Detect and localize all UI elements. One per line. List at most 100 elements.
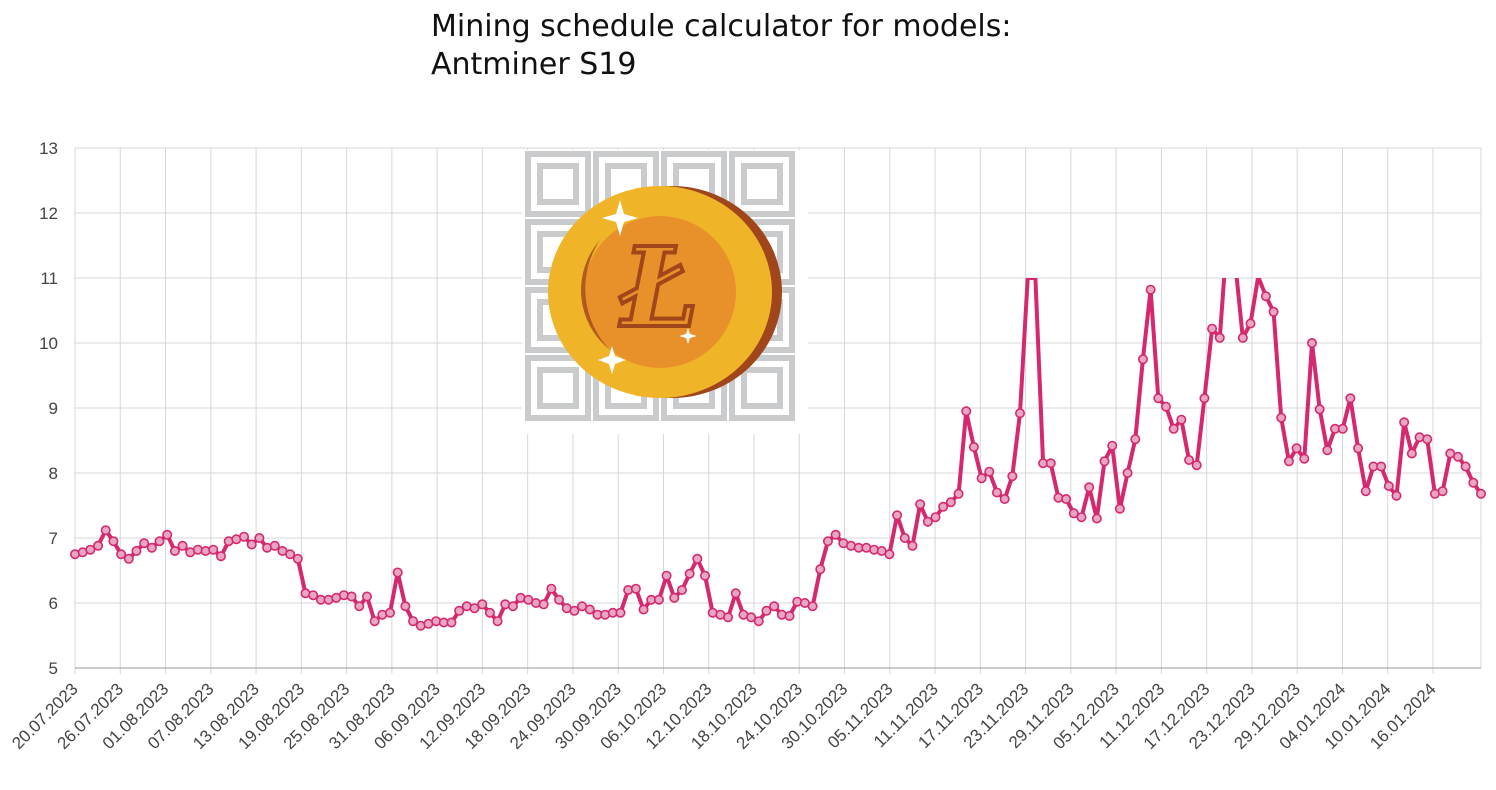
data-point (1460, 461, 1471, 472)
data-point (1399, 417, 1410, 428)
data-point (746, 612, 757, 623)
data-point (753, 616, 764, 627)
data-point (1468, 477, 1479, 488)
data-point (1168, 423, 1179, 434)
litecoin-coin-icon: Ł (548, 186, 782, 398)
data-point (177, 540, 188, 551)
data-point (308, 590, 319, 601)
data-point (961, 406, 972, 417)
pattern-tile (729, 355, 795, 421)
data-point (723, 612, 734, 623)
data-point (661, 570, 672, 581)
data-point (361, 591, 372, 602)
data-point (477, 599, 488, 610)
data-point (1360, 486, 1371, 497)
data-point (1176, 414, 1187, 425)
data-point (1260, 291, 1271, 302)
data-point (131, 545, 142, 556)
data-point (653, 594, 664, 605)
data-point (446, 617, 457, 628)
data-point (1130, 434, 1141, 445)
data-point (85, 544, 96, 555)
data-point (1145, 284, 1156, 295)
data-point (1306, 337, 1317, 348)
data-point (676, 584, 687, 595)
data-point (1191, 460, 1202, 471)
y-tick-label: 7 (49, 529, 58, 548)
data-point (484, 607, 495, 618)
data-point (669, 592, 680, 603)
data-point (684, 568, 695, 579)
data-point (1084, 482, 1095, 493)
data-point (815, 564, 826, 575)
data-point (554, 594, 565, 605)
data-point (1353, 443, 1364, 454)
data-point (1091, 513, 1102, 524)
data-point (584, 604, 595, 615)
data-point (700, 570, 711, 581)
series-layer (70, 278, 1487, 631)
data-point (1045, 458, 1056, 469)
data-point (1268, 306, 1279, 317)
data-point (1007, 471, 1018, 482)
y-tick-label: 11 (40, 269, 58, 288)
data-point (1291, 443, 1302, 454)
data-point (892, 510, 903, 521)
data-point (400, 601, 411, 612)
data-point (1099, 456, 1110, 467)
data-point (1276, 412, 1287, 423)
data-point (100, 525, 111, 536)
data-point (1245, 318, 1256, 329)
data-point (1114, 503, 1125, 514)
data-point (93, 540, 104, 551)
data-point (292, 553, 303, 564)
data-point (469, 603, 480, 614)
data-point (162, 529, 173, 540)
data-point (830, 529, 841, 540)
data-point (392, 567, 403, 578)
data-point (1391, 490, 1402, 501)
data-point (408, 616, 419, 627)
data-point (1283, 456, 1294, 467)
data-point (385, 607, 396, 618)
data-point (1153, 393, 1164, 404)
data-point (246, 539, 257, 550)
data-point (108, 536, 119, 547)
y-tick-label: 5 (49, 659, 58, 678)
data-point (784, 610, 795, 621)
data-point (507, 601, 518, 612)
data-point (1383, 480, 1394, 491)
data-point (569, 605, 580, 616)
data-point (1322, 445, 1333, 456)
data-point (1314, 404, 1325, 415)
data-point (1476, 488, 1487, 499)
data-point (1160, 401, 1171, 412)
chart-title-line-1: Mining schedule calculator for models: (431, 9, 1012, 44)
data-point (1199, 393, 1210, 404)
litecoin-symbol: Ł (619, 223, 699, 352)
data-point (1137, 354, 1148, 365)
data-point (899, 532, 910, 543)
data-point (930, 512, 941, 523)
data-point (538, 599, 549, 610)
data-point (1345, 393, 1356, 404)
data-point (822, 536, 833, 547)
data-point (1068, 508, 1079, 519)
data-point (630, 583, 641, 594)
data-point (884, 549, 895, 560)
data-point (1061, 493, 1072, 504)
data-point (638, 604, 649, 615)
y-tick-label: 9 (49, 399, 58, 418)
data-point (807, 601, 818, 612)
data-point (346, 591, 357, 602)
y-tick-label: 8 (49, 464, 58, 483)
data-point (1207, 323, 1218, 334)
data-point (1184, 454, 1195, 465)
data-point (953, 488, 964, 499)
data-point (369, 616, 380, 627)
sparkle-icon (598, 200, 697, 374)
data-point (615, 607, 626, 618)
data-point (139, 538, 150, 549)
data-point (1452, 451, 1463, 462)
litecoin-logo: Ł (522, 150, 808, 434)
